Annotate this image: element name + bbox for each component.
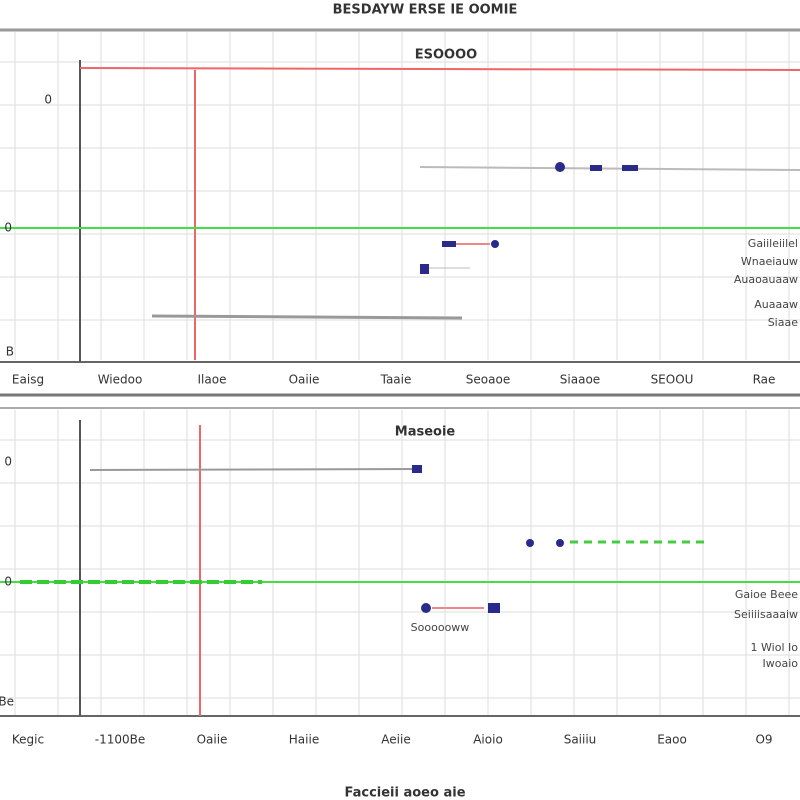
- marker: [420, 264, 429, 274]
- x-label: Aioio: [473, 733, 503, 747]
- x-label: Seoaoe: [466, 373, 510, 387]
- x-label: Eaoo: [657, 733, 687, 747]
- x-label: Rae: [753, 373, 776, 387]
- side-note: Siaae: [768, 316, 799, 329]
- grids: [0, 32, 800, 716]
- x-label: Oaiie: [197, 733, 228, 747]
- page-title: BESDAYW ERSE IE OOMIE: [333, 3, 518, 18]
- side-note: Wnaeiauw: [741, 255, 798, 268]
- y-label: Be: [0, 695, 14, 709]
- x-label: SEOOU: [651, 373, 694, 387]
- y-label: 0: [4, 575, 12, 589]
- x-label: O9: [755, 733, 772, 747]
- x-label: Taaie: [380, 373, 412, 387]
- marker: [491, 240, 499, 248]
- marker: [421, 603, 431, 613]
- x-label: Oaiie: [289, 373, 320, 387]
- range-line: [419, 166, 800, 171]
- marker: [556, 539, 564, 547]
- x-label: Saiiiu: [564, 733, 597, 747]
- x-label: Ilaoe: [198, 373, 227, 387]
- y-label: 0: [44, 93, 52, 107]
- range-line: [151, 314, 463, 320]
- x-label: Haiie: [289, 733, 319, 747]
- marker: [622, 165, 638, 171]
- side-note: Iwoaio: [763, 657, 799, 670]
- marker: [555, 162, 565, 172]
- side-note: Gaiileiilel: [748, 237, 798, 250]
- x-label: Aeiie: [381, 733, 410, 747]
- x-label: Wiedoo: [98, 373, 143, 387]
- x-label: Kegic: [12, 733, 44, 747]
- footer-caption: Faccieii aoeo aie: [344, 786, 465, 800]
- marker: [526, 539, 534, 547]
- marker: [412, 465, 422, 473]
- reference-line: [79, 67, 800, 71]
- y-label: 0: [4, 455, 12, 469]
- marker: [442, 241, 456, 247]
- side-note: Seiiiisaaaiw: [734, 608, 798, 621]
- range-line: [89, 468, 416, 471]
- side-note: Gaioe Beee: [735, 588, 798, 601]
- side-note: Auaoauaaw: [734, 273, 798, 286]
- side-note: 1 Wiol Io: [751, 641, 799, 654]
- side-note: Auaaaw: [754, 298, 798, 311]
- marker: [590, 165, 602, 171]
- panel-title: Maseoie: [395, 425, 456, 440]
- y-label: B: [6, 345, 14, 359]
- marker: [488, 603, 500, 613]
- x-label: Siaaoe: [560, 373, 600, 387]
- x-label: Eaisg: [12, 373, 44, 387]
- y-label: 0: [4, 221, 12, 235]
- x-label: -1100Be: [95, 733, 145, 747]
- panel-title: ESOOOO: [415, 48, 477, 63]
- marker-label: Soooooww: [411, 621, 470, 634]
